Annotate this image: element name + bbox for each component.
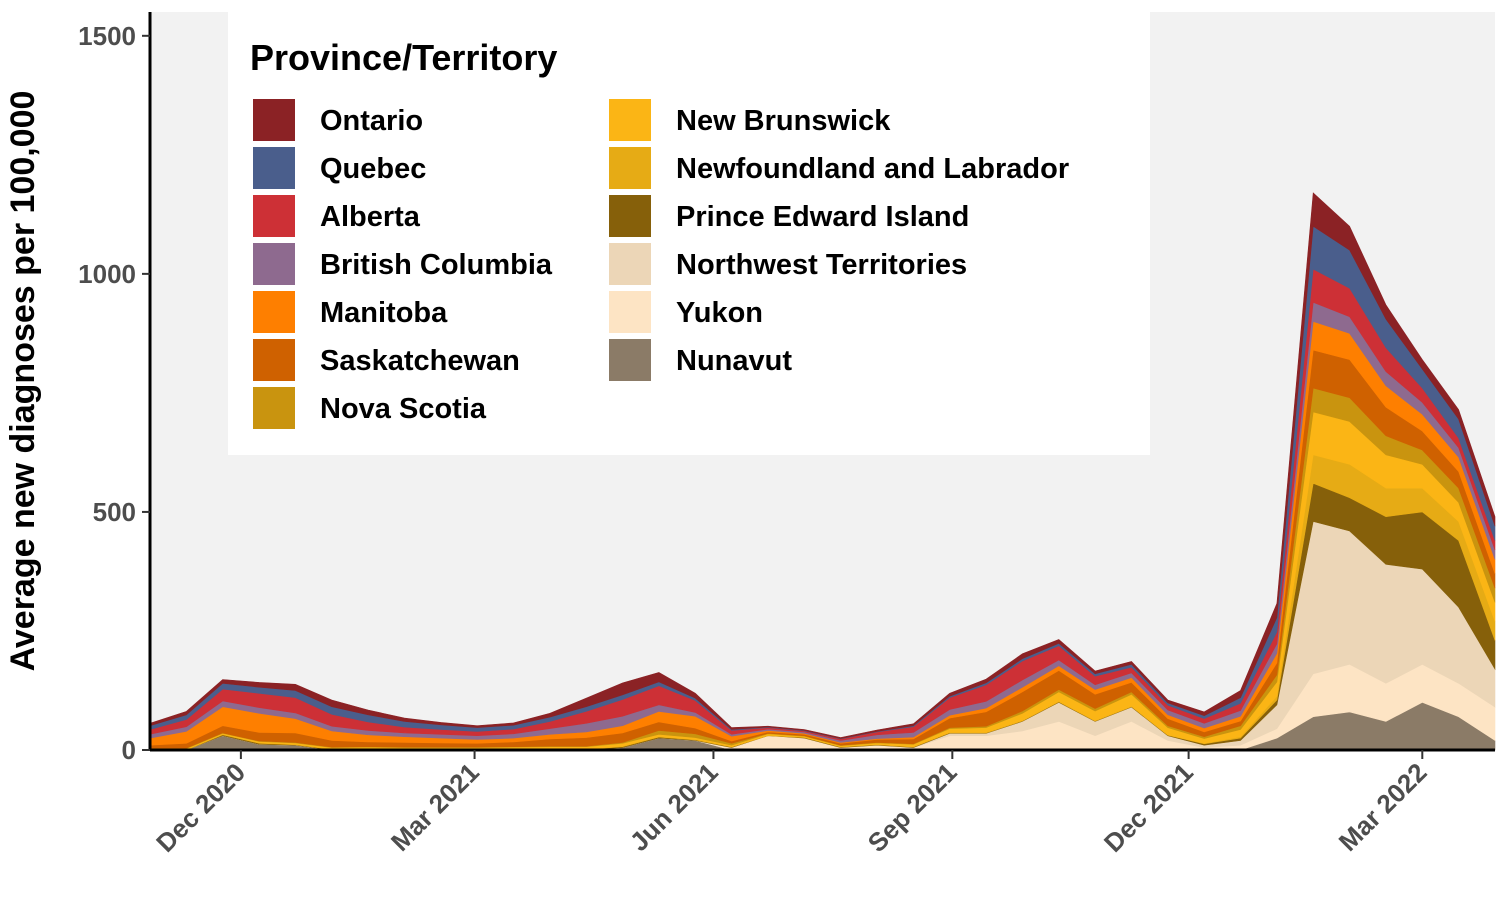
- legend-label-nunavut: Nunavut: [676, 345, 792, 377]
- legend-label-northwest-territories: Northwest Territories: [676, 249, 967, 281]
- legend-key-nunavut: [607, 337, 653, 383]
- legend-label-manitoba: Manitoba: [320, 297, 448, 329]
- y-tick-label: 1000: [78, 259, 136, 289]
- legend-title: Province/Territory: [250, 37, 557, 78]
- legend-label-prince-edward-island: Prince Edward Island: [676, 201, 969, 233]
- legend-label-nova-scotia: Nova Scotia: [320, 393, 487, 425]
- legend-key-yukon: [607, 289, 653, 335]
- x-tick-label: Jun 2021: [624, 757, 724, 857]
- legend-key-manitoba: [251, 289, 297, 335]
- legend-label-newfoundland-and-labrador: Newfoundland and Labrador: [676, 153, 1069, 185]
- legend-label-saskatchewan: Saskatchewan: [320, 345, 520, 377]
- series-area-ontario: [149, 192, 1496, 739]
- x-tick-label: Sep 2021: [862, 757, 963, 858]
- y-axis-title: Average new diagnoses per 100,000: [4, 91, 42, 672]
- legend-key-prince-edward-island: [607, 193, 653, 239]
- legend-label-british-columbia: British Columbia: [320, 249, 553, 281]
- legend-key-alberta: [251, 193, 297, 239]
- legend-key-quebec: [251, 145, 297, 191]
- legend-key-british-columbia: [251, 241, 297, 287]
- legend-key-new-brunswick: [607, 97, 653, 143]
- y-tick-label: 0: [122, 735, 136, 765]
- legend: Province/Territory Ontario Quebec Alberta Br…: [228, 12, 1150, 455]
- series-areas: [149, 192, 1496, 751]
- x-tick-label: Dec 2021: [1098, 757, 1199, 858]
- x-tick-label: Dec 2020: [150, 757, 251, 858]
- legend-label-ontario: Ontario: [320, 105, 423, 137]
- legend-key-saskatchewan: [251, 337, 297, 383]
- legend-key-nova-scotia: [251, 385, 297, 431]
- x-tick-label: Mar 2022: [1333, 757, 1433, 857]
- legend-label-yukon: Yukon: [676, 297, 763, 329]
- legend-label-new-brunswick: New Brunswick: [676, 105, 891, 137]
- y-tick-label: 1500: [78, 21, 136, 51]
- legend-label-alberta: Alberta: [320, 201, 421, 233]
- x-tick-label: Mar 2021: [385, 757, 485, 857]
- legend-key-ontario: [251, 97, 297, 143]
- legend-box: [228, 12, 1150, 455]
- y-tick-label: 500: [93, 497, 136, 527]
- legend-key-northwest-territories: [607, 241, 653, 287]
- legend-key-newfoundland-and-labrador: [607, 145, 653, 191]
- legend-label-quebec: Quebec: [320, 153, 426, 185]
